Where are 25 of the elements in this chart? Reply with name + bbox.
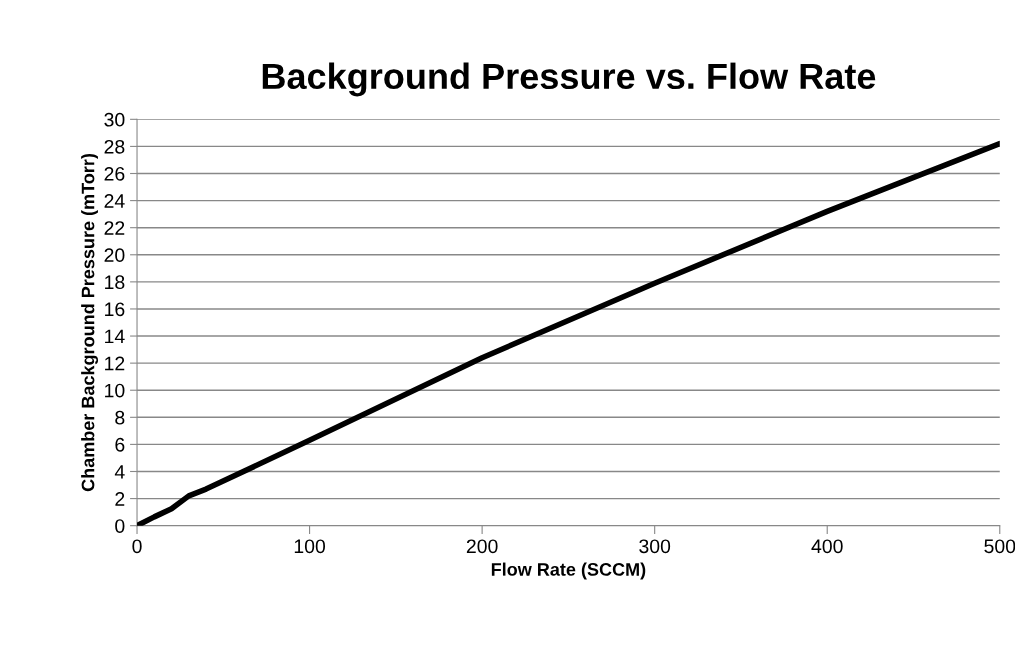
x-tick-label: 400: [811, 539, 843, 554]
y-tick-label: 10: [105, 383, 125, 398]
y-tick-label: 12: [105, 356, 125, 371]
y-axis-title: Chamber Background Pressure (mTorr): [81, 153, 99, 492]
x-tick-label: 500: [984, 539, 1015, 554]
chart-title: Background Pressure vs. Flow Rate: [262, 62, 876, 97]
y-tick-label: 6: [115, 437, 125, 452]
x-tick-label: 0: [132, 539, 142, 554]
y-tick-label: 26: [104, 166, 125, 181]
y-tick-label: 4: [114, 465, 125, 479]
x-tick-label: 300: [639, 539, 671, 554]
x-axis-title: Flow Rate (SCCM): [491, 562, 646, 580]
y-tick-label: 0: [115, 519, 125, 533]
y-tick-label: 14: [105, 329, 125, 344]
y-tick-label: 22: [104, 221, 125, 235]
y-tick-label: 28: [104, 139, 125, 154]
y-tick-label: 8: [115, 410, 125, 425]
y-tick-label: 18: [105, 275, 125, 290]
y-tick-label: 24: [104, 194, 125, 208]
x-tick-label: 200: [466, 539, 498, 554]
y-tick-label: 16: [105, 302, 125, 317]
x-tick-label: 100: [294, 539, 326, 554]
y-tick-label: 30: [104, 112, 125, 127]
y-tick-label: 20: [104, 248, 125, 263]
y-tick-label: 2: [115, 492, 125, 506]
